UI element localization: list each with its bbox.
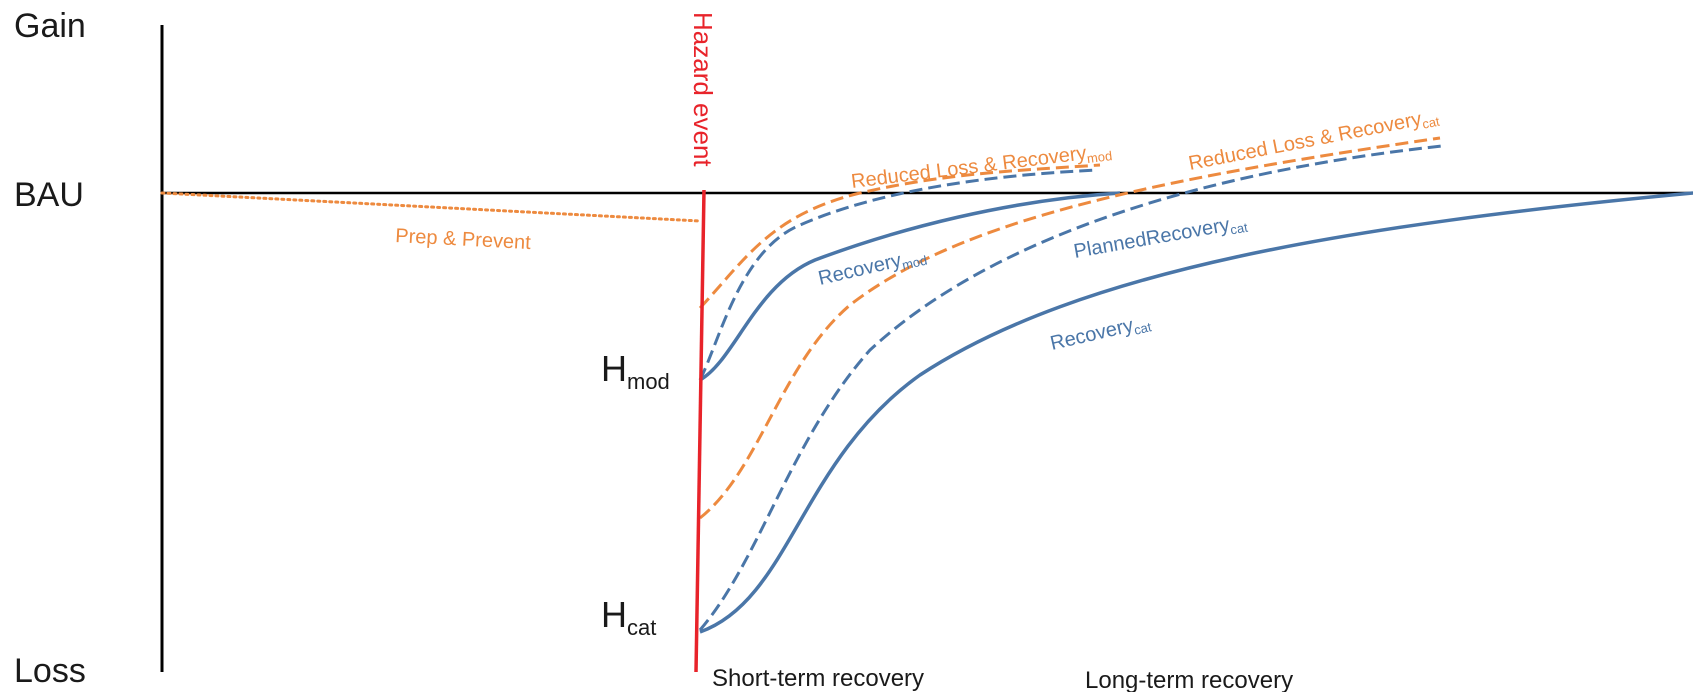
recovery-cat-curve <box>699 191 1693 634</box>
reduced-cat-sub: cat <box>1421 114 1441 132</box>
reduced-mod-sub: mod <box>1086 148 1113 166</box>
hazard-event-label: Hazard event <box>688 12 718 167</box>
h-mod-label: Hmod <box>601 348 670 394</box>
h-cat-sub: cat <box>627 615 656 640</box>
h-mod-main: H <box>601 348 627 389</box>
bau-label: BAU <box>14 176 84 214</box>
recovery-mod-curve <box>699 191 1121 382</box>
planned-recovery-cat-curve <box>698 144 1443 631</box>
reduced-mod-main: Reduced Loss & Recovery <box>850 142 1088 193</box>
reduced-loss-recovery-cat-label: Reduced Loss & Recoverycat <box>1187 105 1441 177</box>
planned-cat-sub: cat <box>1229 220 1249 238</box>
prep-prevent-line <box>160 191 702 223</box>
loss-label: Loss <box>14 652 86 690</box>
recovery-cat-label: Recoverycat <box>1048 310 1153 356</box>
recovery-mod-label: Recoverymod <box>816 244 928 292</box>
gain-label: Gain <box>14 7 86 45</box>
h-cat-main: H <box>601 594 627 635</box>
planned-recovery-mod-curve <box>698 168 1099 381</box>
h-mod-sub: mod <box>627 369 670 394</box>
recovery-mod-sub: mod <box>901 253 929 273</box>
prep-prevent-label: Prep & Prevent <box>395 225 532 254</box>
short-term-recovery-label: Short-term recovery <box>712 665 924 692</box>
hazard-event-line <box>694 189 706 673</box>
reduced-loss-recovery-mod-curve <box>698 163 1101 310</box>
long-term-recovery-label: Long-term recovery <box>1085 667 1293 692</box>
recovery-cat-main: Recovery <box>1048 314 1135 354</box>
h-cat-label: Hcat <box>601 594 656 640</box>
reduced-loss-recovery-cat-curve <box>699 136 1441 520</box>
reduced-loss-recovery-mod-label: Reduced Loss & Recoverymod <box>850 139 1113 195</box>
recovery-cat-sub: cat <box>1133 319 1154 338</box>
